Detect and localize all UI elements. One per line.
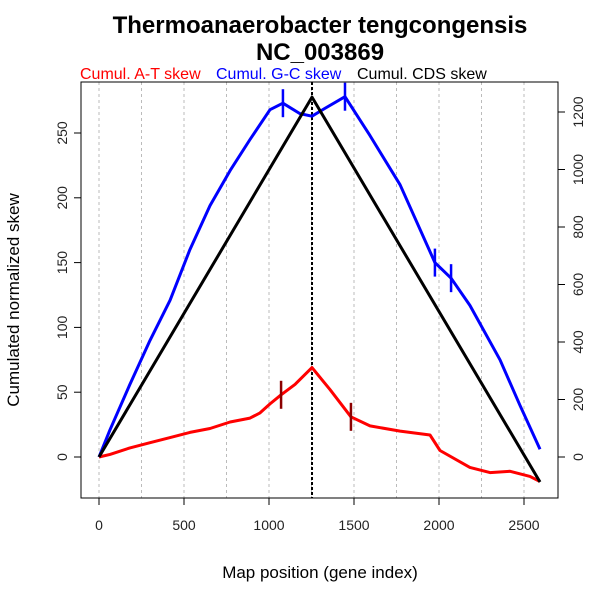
plot-frame xyxy=(80,81,559,499)
x-tick-label: 1500 xyxy=(338,517,369,533)
legend-cds-skew: Cumul. CDS skew xyxy=(357,66,487,83)
chart-title: Thermoanaerobacter tengcongensis xyxy=(113,12,528,39)
y2-tick-label: 600 xyxy=(570,273,586,297)
x-tick-label: 2000 xyxy=(423,517,454,533)
chart-subtitle: NC_003869 xyxy=(256,39,384,66)
legend-gc-skew: Cumul. G-C skew xyxy=(216,66,342,83)
axes: 0 500 1000 1500 2000 250005010015020025002004… xyxy=(54,96,586,533)
y2-tick-label: 1200 xyxy=(570,96,586,127)
at-skew-line xyxy=(98,366,541,483)
y-tick-label: 200 xyxy=(54,186,70,210)
y-tick-label: 250 xyxy=(54,121,70,145)
y-tick-label: 50 xyxy=(54,384,70,400)
y-tick-label: 0 xyxy=(54,453,70,461)
y2-tick-label: 400 xyxy=(570,330,586,354)
x-tick-label: 500 xyxy=(172,517,196,533)
y-tick-label: 150 xyxy=(54,251,70,275)
series-layer xyxy=(97,82,542,498)
x-tick-label: 0 xyxy=(95,517,103,533)
x-axis-label: Map position (gene index) xyxy=(222,563,418,582)
y2-tick-label: 200 xyxy=(570,388,586,412)
gc-skew-line xyxy=(97,95,542,458)
y2-tick-label: 800 xyxy=(570,215,586,239)
legend-at-skew: Cumul. A-T skew xyxy=(80,66,201,83)
x-tick-label: 1000 xyxy=(253,517,284,533)
x-tick-label: 2500 xyxy=(508,517,539,533)
y-tick-label: 100 xyxy=(54,316,70,340)
y2-tick-label: 0 xyxy=(570,453,586,461)
y-axis-label: Cumulated normalized skew xyxy=(4,193,23,407)
y2-tick-label: 1000 xyxy=(570,154,586,185)
cds-skew-line xyxy=(97,95,542,483)
